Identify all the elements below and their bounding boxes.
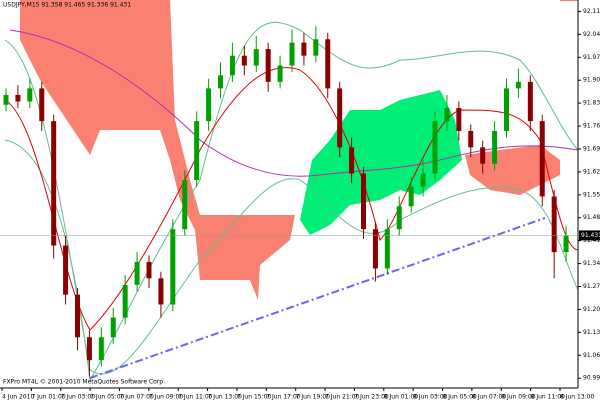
candle-body — [122, 284, 128, 318]
candle-body — [229, 55, 235, 76]
candle-body — [372, 229, 378, 269]
candle-body — [456, 108, 462, 131]
candle-body — [265, 49, 271, 82]
candle-body — [277, 65, 283, 82]
candle-body — [51, 121, 57, 246]
candle-body — [408, 186, 414, 207]
candle-body — [194, 121, 200, 181]
x-tick-label: 7 Jun 23:00 — [354, 394, 388, 401]
candle-body — [158, 278, 164, 305]
candle-body — [253, 49, 259, 66]
candle-body — [3, 94, 9, 105]
y-tick-label: 91.415 — [583, 237, 600, 244]
x-tick-label: 7 Jun 19:00 — [296, 394, 330, 401]
y-tick-label: 91.485 — [583, 214, 600, 221]
y-tick-label: 92.045 — [583, 31, 600, 38]
x-tick-label: 8 Jun 05:00 — [443, 394, 477, 401]
footer: FXPro MT4L © 2001-2010 MetaQuotes Softwa… — [3, 379, 165, 386]
x-tick-label: 8 Jun 01:00 — [384, 394, 418, 401]
x-tick-label: 7 Jun 05:00 — [90, 394, 124, 401]
candle-body — [15, 94, 21, 102]
candle-body — [241, 55, 247, 66]
candle-body — [420, 173, 426, 187]
candle-body — [75, 294, 80, 338]
last-price-label: 91.431 — [581, 232, 600, 239]
candle-body — [492, 130, 498, 164]
candle-body — [563, 235, 569, 253]
candle-body — [337, 88, 343, 148]
y-tick-label: 91.695 — [583, 145, 600, 152]
candle-body — [480, 147, 486, 164]
candle-body — [218, 75, 223, 89]
y-tick-label: 91.065 — [583, 352, 600, 359]
candle-body — [63, 245, 69, 295]
x-tick-label: 4 Jun 2010 — [2, 394, 34, 401]
candle-body — [146, 261, 152, 279]
y-tick-label: 92.115 — [583, 8, 600, 15]
y-tick-label: 91.135 — [583, 329, 600, 336]
candle-body — [289, 42, 295, 66]
candle-body — [110, 317, 116, 338]
candle-body — [432, 121, 438, 174]
x-tick-label: 7 Jun 21:00 — [325, 394, 359, 401]
candle-body — [134, 261, 140, 285]
candle-body — [515, 81, 521, 89]
chart-title: USDJPY,M15 91.358 91.465 91.336 91.431 — [3, 2, 131, 9]
candle-body — [444, 108, 450, 122]
y-tick-label: 90.995 — [583, 375, 600, 382]
x-tick-label: 7 Jun 11:00 — [178, 394, 212, 401]
last-price-box — [579, 230, 600, 241]
x-tick-label: 8 Jun 11:00 — [531, 394, 565, 401]
x-tick-label: 8 Jun 13:00 — [560, 394, 594, 401]
candle-body — [396, 206, 402, 230]
y-tick-label: 91.625 — [583, 168, 600, 175]
candle-body — [468, 130, 474, 148]
candle-body — [349, 147, 355, 174]
x-tick-label: 8 Jun 07:00 — [472, 394, 506, 401]
x-tick-label: 7 Jun 13:00 — [208, 394, 242, 401]
y-tick-label: 91.275 — [583, 283, 600, 290]
x-tick-label: 7 Jun 07:00 — [119, 394, 153, 401]
candle-body — [182, 180, 188, 230]
candle-body — [527, 81, 533, 122]
candle-body — [361, 173, 366, 230]
candle-body — [98, 337, 104, 361]
candle-body — [325, 39, 331, 89]
candle-body — [504, 88, 509, 131]
y-tick-label: 91.205 — [583, 306, 600, 313]
x-tick-label: 7 Jun 01:00 — [31, 394, 65, 401]
candle-body — [86, 337, 92, 361]
candle-body — [206, 88, 212, 122]
candle-body — [301, 42, 307, 56]
y-tick-label: 91.765 — [583, 123, 600, 130]
x-tick-label: 8 Jun 03:00 — [413, 394, 447, 401]
candle-body — [27, 88, 33, 102]
x-tick-label: 7 Jun 03:00 — [61, 394, 95, 401]
x-tick-label: 7 Jun 15:00 — [237, 394, 271, 401]
candle-body — [551, 196, 557, 253]
x-tick-label: 7 Jun 09:00 — [149, 394, 183, 401]
candle-body — [39, 88, 45, 122]
x-tick-label: 8 Jun 09:00 — [501, 394, 535, 401]
y-tick-label: 91.345 — [583, 260, 600, 267]
y-tick-label: 91.835 — [583, 100, 600, 107]
candle-body — [539, 121, 545, 197]
candle-body — [170, 229, 176, 305]
candle-body — [313, 39, 319, 56]
trendline — [89, 217, 546, 379]
y-tick-label: 91.555 — [583, 191, 600, 198]
candle-body — [384, 229, 390, 269]
x-tick-label: 7 Jun 17:00 — [266, 394, 300, 401]
y-tick-label: 91.905 — [583, 77, 600, 84]
y-tick-label: 91.975 — [583, 54, 600, 61]
